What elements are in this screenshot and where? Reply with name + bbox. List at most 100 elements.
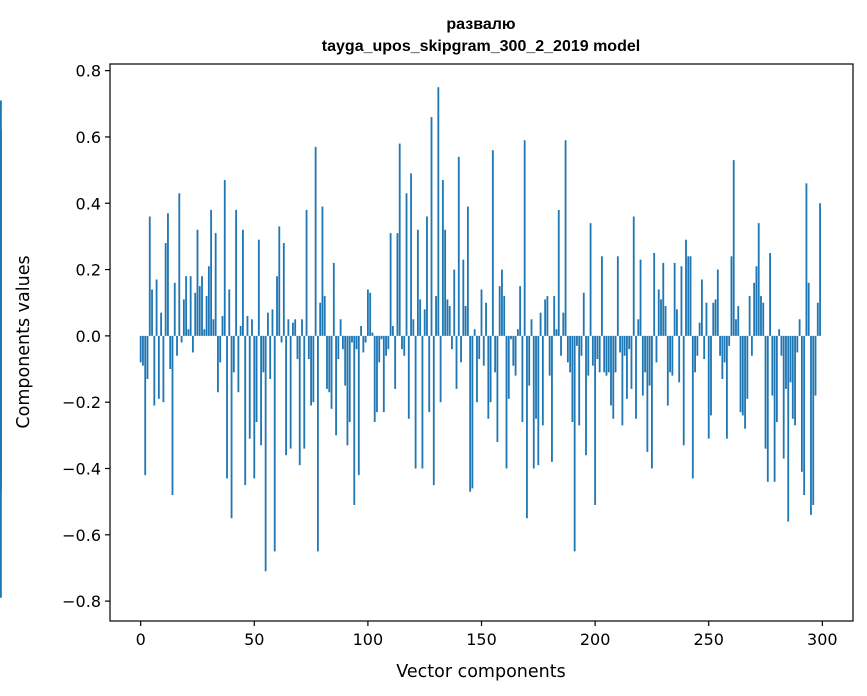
bar — [203, 329, 206, 336]
bar — [560, 335, 562, 356]
bar — [296, 335, 299, 360]
bar — [321, 206, 324, 336]
bar — [712, 302, 715, 336]
bar — [685, 239, 687, 336]
bar — [551, 335, 553, 462]
bar — [210, 209, 213, 336]
bar — [178, 193, 181, 336]
bar — [501, 269, 503, 336]
bar — [757, 223, 760, 336]
bar — [212, 319, 215, 336]
bar — [242, 229, 244, 336]
bar — [562, 312, 565, 336]
bar — [473, 329, 476, 336]
bar — [428, 335, 431, 413]
bar — [192, 335, 194, 353]
bar — [264, 335, 267, 572]
bar — [271, 309, 274, 336]
bar — [371, 332, 374, 336]
bar — [196, 229, 199, 336]
bar — [339, 319, 342, 336]
bar — [741, 335, 744, 416]
bar — [526, 335, 528, 519]
bar — [760, 296, 762, 336]
bar — [171, 335, 174, 496]
bar — [655, 335, 658, 363]
bar — [285, 335, 287, 456]
bar — [682, 335, 685, 446]
bar — [703, 335, 706, 360]
bar — [455, 335, 458, 389]
bar — [292, 322, 294, 336]
bar — [0, 193, 2, 336]
bar — [198, 286, 201, 336]
bar — [496, 335, 499, 442]
bar — [323, 296, 326, 336]
bar — [453, 269, 456, 336]
bar — [267, 312, 269, 336]
bar — [471, 335, 474, 489]
bar — [451, 335, 453, 350]
bar — [482, 335, 485, 366]
bar — [503, 296, 506, 336]
bar — [489, 335, 492, 403]
bar — [651, 335, 653, 469]
bar — [771, 335, 774, 396]
bar — [716, 269, 719, 336]
bar — [319, 302, 322, 336]
bar — [230, 335, 233, 519]
bar — [657, 289, 660, 336]
bar — [173, 282, 176, 336]
bar — [621, 335, 624, 426]
bar — [585, 335, 587, 456]
bar — [619, 335, 622, 353]
y-tick-label: 0.6 — [76, 128, 101, 147]
bar — [803, 335, 806, 496]
bar — [341, 335, 344, 350]
bar — [676, 309, 678, 336]
bar — [796, 335, 799, 353]
bar — [462, 259, 465, 336]
bar — [226, 335, 228, 479]
bar — [326, 335, 328, 389]
bar — [407, 335, 410, 419]
bar — [0, 335, 2, 598]
bar — [248, 335, 251, 439]
bar — [446, 299, 449, 336]
bar — [253, 335, 256, 479]
bar — [614, 335, 617, 373]
bar — [807, 282, 810, 336]
bar — [185, 276, 188, 336]
bar — [730, 256, 733, 336]
bar — [764, 335, 767, 449]
bar — [698, 322, 701, 336]
bar — [539, 312, 542, 336]
bar — [553, 296, 556, 336]
bar — [469, 335, 472, 492]
bar — [346, 335, 349, 446]
bar — [748, 296, 751, 336]
bar — [555, 329, 558, 336]
bar — [535, 335, 537, 419]
bar — [523, 140, 526, 336]
bar — [405, 193, 408, 336]
bar — [571, 335, 574, 423]
bar — [587, 335, 590, 376]
bar — [448, 306, 451, 336]
x-tick-label: 100 — [353, 630, 384, 649]
bar — [723, 335, 726, 363]
y-axis-label: Components values — [14, 255, 34, 428]
y-tick-label: 0.2 — [76, 261, 101, 280]
bar — [457, 156, 460, 336]
bar — [603, 335, 606, 373]
bar — [439, 335, 442, 403]
bar — [671, 335, 674, 376]
x-tick-label: 0 — [136, 630, 146, 649]
bar — [737, 306, 740, 336]
bar — [578, 335, 581, 426]
bar — [464, 306, 467, 336]
bar — [485, 302, 487, 336]
bar — [521, 335, 524, 423]
bar — [476, 335, 478, 403]
bar — [744, 335, 746, 429]
